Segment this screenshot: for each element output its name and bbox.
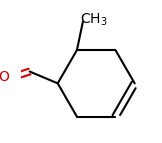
- Text: CH$_3$: CH$_3$: [80, 11, 108, 28]
- Text: O: O: [0, 70, 9, 84]
